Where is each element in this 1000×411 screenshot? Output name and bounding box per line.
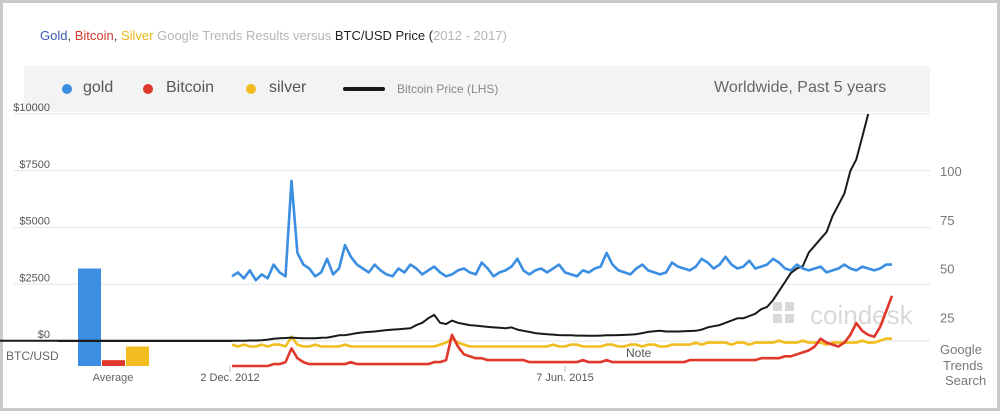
legend-bar: gold Bitcoin silver Bitcoin Price (LHS) … — [24, 66, 930, 112]
title-gold: Gold — [40, 28, 68, 43]
legend-scope: Worldwide, Past 5 years — [714, 79, 887, 96]
average-bar-silver — [126, 346, 149, 366]
watermark: coindesk — [810, 300, 914, 330]
average-bars — [58, 268, 232, 366]
legend-bitcoin-dot — [143, 84, 153, 94]
left-axis: $0 $2500 $5000 $7500 $10000 — [13, 102, 50, 341]
right-axis: 25 50 75 100 — [940, 164, 962, 325]
legend-price-line — [343, 87, 385, 91]
average-label: Average — [93, 372, 134, 384]
left-tick-label: $5000 — [19, 216, 50, 228]
right-tick-label: 25 — [940, 310, 954, 325]
left-tick-label: $7500 — [19, 159, 50, 171]
left-tick-label: $10000 — [13, 102, 50, 114]
average-bar-bitcoin — [102, 360, 125, 366]
legend-bitcoin-label: Bitcoin — [166, 79, 215, 96]
right-axis-label: Google Trends Search — [940, 342, 986, 388]
legend-silver-dot — [246, 84, 256, 94]
left-tick-label: $2500 — [19, 272, 50, 284]
legend-silver-label: silver — [269, 79, 307, 96]
legend-gold-dot — [62, 84, 72, 94]
title-sep-1: , — [67, 28, 75, 43]
right-tick-label: 75 — [940, 213, 954, 228]
title-sep-2: , — [113, 28, 121, 43]
note-label: Note — [626, 346, 652, 360]
right-tick-label: 50 — [940, 262, 954, 277]
right-axis-label-line-3: Search — [945, 373, 986, 388]
chart-title: Gold, Bitcoin, Silver Google Trends Resu… — [40, 28, 507, 43]
x-tick-label-2: 7 Jun. 2015 — [536, 372, 594, 384]
title-years: 2012 - 2017) — [433, 28, 507, 43]
right-axis-label-line-2: Trends — [943, 358, 983, 373]
legend-gold-label: gold — [83, 79, 114, 96]
x-tick-label-1: 2 Dec. 2012 — [200, 372, 259, 384]
legend-price-label: Bitcoin Price (LHS) — [397, 82, 499, 96]
series-line-silver — [231, 335, 892, 348]
average-bar-gold — [78, 268, 101, 366]
series-line-bitcoin — [232, 295, 894, 368]
title-bitcoin: Bitcoin — [74, 28, 114, 43]
left-tick-label: $0 — [38, 329, 50, 341]
series-lines — [0, 113, 894, 368]
left-axis-label: BTC/USD — [6, 349, 59, 363]
series-line-price — [0, 113, 870, 342]
title-btcusd: BTC/USD Price ( — [334, 28, 434, 43]
title-mid: Google Trends Results versus — [153, 28, 335, 43]
title-silver: Silver — [120, 28, 154, 43]
series-line-gold — [231, 179, 892, 282]
watermark-logo — [773, 302, 794, 323]
grid — [14, 113, 930, 372]
right-tick-label: 100 — [940, 164, 962, 179]
right-axis-label-line-1: Google — [940, 342, 982, 357]
